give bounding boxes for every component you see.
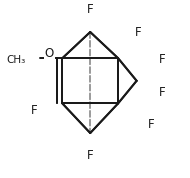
Text: F: F <box>148 118 155 131</box>
Text: F: F <box>159 87 166 100</box>
Text: O: O <box>45 47 54 60</box>
Text: F: F <box>31 104 38 117</box>
Text: F: F <box>135 25 142 38</box>
Text: F: F <box>87 3 93 16</box>
Text: F: F <box>159 53 166 66</box>
Text: CH₃: CH₃ <box>6 55 25 65</box>
Text: F: F <box>87 149 93 162</box>
